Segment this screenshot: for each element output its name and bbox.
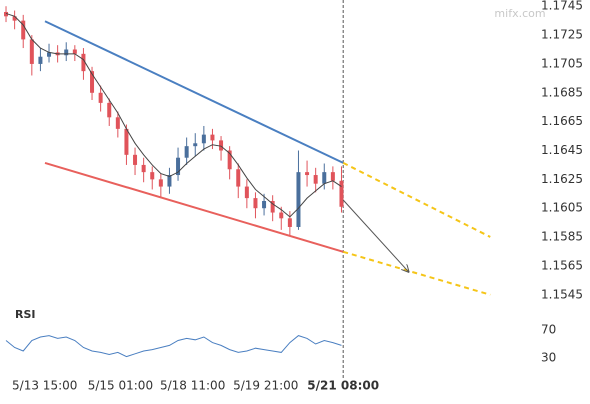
projection-arrow bbox=[342, 199, 408, 272]
y-tick-label: 1.1545 bbox=[541, 287, 583, 301]
candle-body bbox=[270, 201, 275, 213]
y-tick-label: 1.1725 bbox=[541, 28, 583, 42]
candle-body bbox=[72, 49, 77, 54]
y-tick-label: 1.1565 bbox=[541, 258, 583, 272]
candle-body bbox=[210, 134, 215, 141]
candle-body bbox=[305, 172, 310, 176]
candle-body bbox=[47, 52, 52, 57]
candle-body bbox=[158, 179, 163, 187]
y-tick-label: 1.1665 bbox=[541, 114, 583, 128]
y-tick-label: 1.1705 bbox=[541, 56, 583, 70]
candle-body bbox=[64, 49, 69, 56]
y-tick-label: 1.1645 bbox=[541, 143, 583, 157]
candle-body bbox=[167, 175, 172, 187]
candle-body bbox=[193, 143, 198, 147]
candle-body bbox=[141, 164, 146, 173]
candle-body bbox=[219, 140, 224, 151]
trendline bbox=[342, 250, 491, 296]
x-tick-label: 5/21 08:00 bbox=[307, 379, 379, 393]
x-tick-label: 5/19 21:00 bbox=[233, 379, 298, 393]
trendline bbox=[44, 161, 344, 253]
y-tick-label: 1.1605 bbox=[541, 201, 583, 215]
candle-body bbox=[236, 169, 241, 187]
candle-body bbox=[313, 175, 318, 184]
watermark: mifx.com bbox=[494, 7, 545, 20]
candle-body bbox=[90, 71, 95, 93]
candle-body bbox=[81, 53, 86, 72]
candle-body bbox=[133, 154, 138, 165]
y-tick-label: 1.1685 bbox=[541, 85, 583, 99]
x-tick-label: 5/18 11:00 bbox=[160, 379, 225, 393]
rsi-line bbox=[5, 335, 342, 358]
moving-average bbox=[5, 12, 342, 218]
rsi-title: RSI bbox=[15, 308, 36, 321]
candle-body bbox=[184, 146, 189, 158]
candle-body bbox=[4, 11, 9, 17]
candle-body bbox=[227, 150, 232, 170]
candle-body bbox=[322, 172, 327, 184]
candle-body bbox=[107, 102, 112, 118]
candle-body bbox=[296, 172, 301, 227]
candle-body bbox=[262, 201, 267, 209]
candle-body bbox=[21, 20, 26, 40]
candle-body bbox=[287, 218, 292, 227]
candle-body bbox=[38, 56, 43, 64]
candle-body bbox=[339, 180, 344, 207]
trendline bbox=[44, 20, 344, 164]
candle-body bbox=[12, 16, 17, 21]
candle-body bbox=[330, 172, 335, 181]
candle-body bbox=[150, 172, 155, 180]
x-tick-label: 5/13 15:00 bbox=[12, 379, 77, 393]
x-tick-label: 5/15 01:00 bbox=[88, 379, 153, 393]
candle-body bbox=[98, 92, 103, 103]
candle-body bbox=[279, 212, 284, 219]
y-tick-label: 1.1745 bbox=[541, 0, 583, 13]
y-tick-label: 70 bbox=[541, 323, 556, 337]
candle-body bbox=[115, 117, 120, 129]
y-tick-label: 1.1585 bbox=[541, 230, 583, 244]
candle-body bbox=[29, 39, 34, 64]
candle-body bbox=[201, 134, 206, 144]
candle-body bbox=[244, 186, 249, 199]
y-tick-label: 30 bbox=[541, 351, 556, 365]
candle-body bbox=[124, 128, 129, 155]
candle-body bbox=[176, 157, 181, 176]
trendline bbox=[342, 162, 491, 238]
candle-body bbox=[253, 198, 258, 209]
y-tick-label: 1.1625 bbox=[541, 172, 583, 186]
